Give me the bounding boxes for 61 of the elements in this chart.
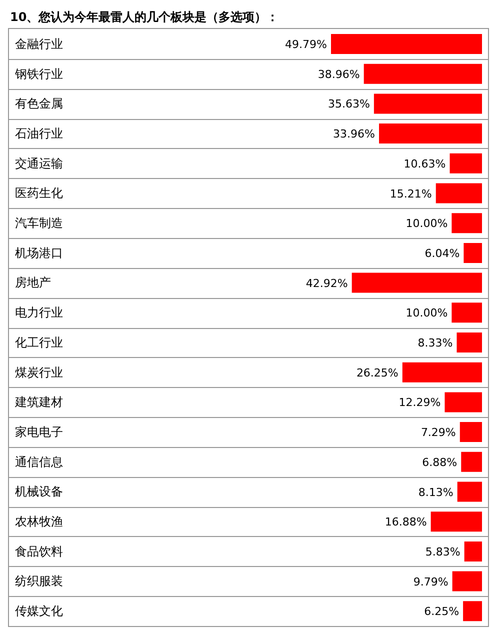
data-label: 10.63%: [404, 157, 446, 170]
data-label: 33.96%: [333, 128, 376, 141]
y-tick-label: 纺织服装: [15, 574, 63, 588]
bar: [374, 94, 482, 114]
bar: [457, 482, 482, 502]
y-tick-label: 有色金属: [15, 96, 63, 111]
data-label: 5.83%: [425, 545, 460, 558]
data-label: 35.63%: [328, 98, 370, 111]
y-tick-label: 农林牧渔: [15, 514, 63, 529]
y-tick-label: 钢铁行业: [14, 66, 63, 81]
data-label: 10.00%: [406, 306, 448, 320]
y-tick-label: 煤炭行业: [15, 365, 63, 380]
y-tick-label: 医药生化: [15, 186, 63, 200]
bar: [460, 422, 482, 442]
data-label: 12.29%: [398, 396, 441, 410]
bar: [379, 124, 482, 144]
data-label: 6.25%: [424, 605, 460, 618]
text: 10、您认为今年最雷人的几个板块是（多选项）：: [9, 9, 280, 26]
y-tick-label: 石油行业: [15, 126, 63, 140]
data-label: 8.33%: [418, 336, 453, 350]
bar: [452, 302, 482, 323]
y-tick-label: 交通运输: [15, 156, 63, 170]
data-label: 26.25%: [356, 366, 398, 380]
data-label: 42.92%: [306, 276, 348, 290]
bar: [331, 34, 482, 54]
bar: [464, 541, 482, 562]
y-tick-label: 金融行业: [15, 36, 63, 51]
bar: [364, 64, 482, 84]
data-label: 49.79%: [285, 38, 327, 51]
bar: [452, 213, 482, 234]
data-label: 38.96%: [318, 68, 360, 81]
bar: [461, 452, 482, 472]
data-label: 16.88%: [384, 516, 427, 529]
bar: [352, 272, 482, 293]
y-tick-label: 机场港口: [15, 246, 63, 260]
bar: [452, 571, 482, 592]
y-tick-label: 通信信息: [15, 454, 63, 469]
bar: [430, 512, 482, 532]
y-tick-label: 建筑建材: [14, 395, 63, 410]
y-tick-label: 房地产: [15, 276, 51, 290]
bar: [463, 601, 482, 622]
data-label: 9.79%: [413, 575, 448, 588]
y-tick-label: 机械设备: [15, 484, 63, 499]
y-tick-label: 电力行业: [15, 306, 63, 320]
data-label: 6.04%: [424, 246, 460, 260]
data-label: 6.88%: [422, 456, 458, 469]
bar: [444, 392, 482, 412]
y-tick-label: 食品饮料: [15, 544, 63, 558]
data-label: 8.13%: [418, 486, 454, 499]
data-label: 7.29%: [420, 426, 456, 440]
y-tick-label: 汽车制造: [15, 216, 63, 230]
bar: [464, 242, 482, 263]
data-label: 10.00%: [406, 217, 448, 230]
y-tick-label: 家电电子: [15, 424, 63, 439]
bar: [456, 332, 482, 352]
y-tick-label: 传媒文化: [15, 604, 63, 618]
bar: [450, 153, 482, 174]
data-label: 15.21%: [390, 187, 432, 200]
bar: [402, 362, 482, 382]
bar: [436, 183, 482, 204]
y-tick-label: 化工行业: [15, 335, 63, 350]
